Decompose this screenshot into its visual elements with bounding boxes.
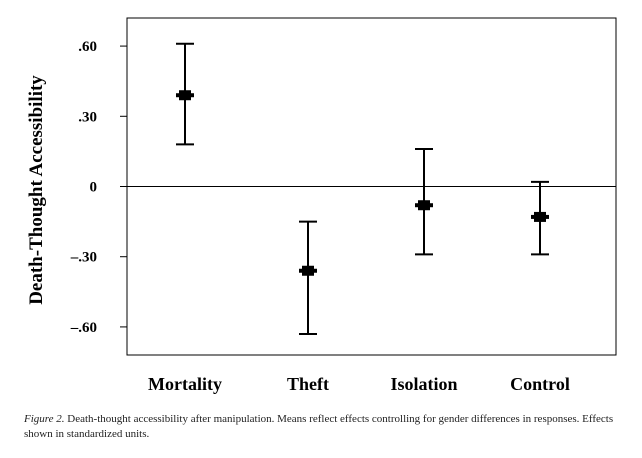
x-category-label: Theft bbox=[287, 374, 329, 394]
mean-point-crossbar bbox=[415, 203, 433, 208]
x-category-label: Control bbox=[510, 374, 570, 394]
x-category-label: Isolation bbox=[390, 374, 457, 394]
axes bbox=[126, 17, 617, 356]
figure-label: Figure 2. bbox=[24, 413, 65, 425]
y-ticks: .60 .30 0 –.30 –.60 bbox=[70, 39, 127, 336]
y-axis-label: Death-Thought Accessibility bbox=[26, 75, 47, 305]
mean-point-crossbar bbox=[531, 214, 549, 219]
x-category-label: Mortality bbox=[148, 374, 222, 394]
data-marks bbox=[176, 42, 549, 335]
mean-point-crossbar bbox=[299, 268, 317, 273]
figure-caption: Figure 2. Death-thought accessibility af… bbox=[24, 412, 624, 442]
error-bar-chart: .60 .30 0 –.30 –.60 Mortality Theft Isolation C… bbox=[26, 17, 617, 394]
category-labels: Mortality Theft Isolation Control bbox=[148, 374, 570, 394]
y-tick-label: .60 bbox=[78, 39, 97, 55]
figure-caption-text: Death-thought accessibility after manipu… bbox=[24, 413, 614, 440]
y-tick-label: –.60 bbox=[70, 320, 97, 336]
mean-point-crossbar bbox=[176, 93, 194, 98]
y-tick-label: .30 bbox=[78, 109, 97, 125]
y-tick-label: –.30 bbox=[70, 250, 97, 266]
y-tick-label: 0 bbox=[90, 180, 98, 196]
